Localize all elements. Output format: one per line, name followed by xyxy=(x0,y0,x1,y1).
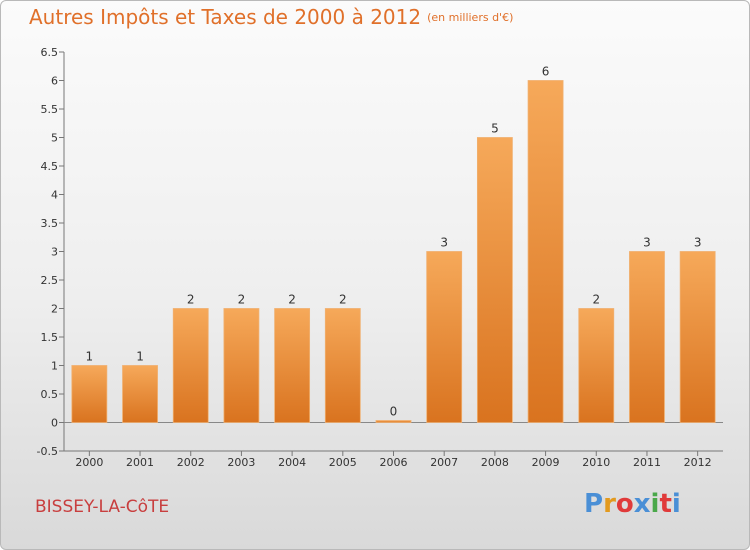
commune-name: BISSEY-LA-CôTE xyxy=(35,497,170,517)
y-tick-label: 1.5 xyxy=(41,331,59,344)
data-label: 5 xyxy=(491,122,499,136)
y-tick-label: 5.5 xyxy=(41,103,59,116)
y-tick-label: 3 xyxy=(51,246,58,259)
logo-letter: x xyxy=(633,489,651,519)
bar xyxy=(578,308,615,423)
y-tick-label: 6.5 xyxy=(41,46,59,59)
y-tick-label: 0 xyxy=(51,417,58,430)
data-label: 2 xyxy=(288,293,296,307)
bar xyxy=(122,365,158,423)
logo-letter: P xyxy=(584,489,604,519)
logo-letter: r xyxy=(603,489,616,519)
x-tick-label: 2005 xyxy=(329,456,357,469)
bar xyxy=(223,308,260,423)
chart-title: Autres Impôts et Taxes de 2000 à 2012 (en… xyxy=(29,5,514,29)
x-tick-label: 2004 xyxy=(278,456,306,469)
bar xyxy=(476,137,513,423)
x-tick-label: 2008 xyxy=(481,456,509,469)
data-label: 2 xyxy=(592,293,600,307)
data-label: 2 xyxy=(238,293,246,307)
logo-letter: i xyxy=(650,489,660,519)
data-label: 2 xyxy=(187,293,195,307)
bar xyxy=(71,365,108,423)
bar xyxy=(426,251,463,423)
x-tick-label: 2007 xyxy=(430,456,458,469)
bar xyxy=(679,251,716,423)
data-label: 3 xyxy=(694,236,702,250)
bar xyxy=(172,308,209,423)
data-label: 2 xyxy=(339,293,347,307)
x-tick-label: 2009 xyxy=(532,456,560,469)
data-label: 1 xyxy=(136,350,144,364)
bar xyxy=(375,420,412,423)
logo-letter: o xyxy=(615,489,634,519)
y-tick-label: 1 xyxy=(51,360,58,373)
x-tick-label: 2000 xyxy=(75,456,103,469)
bar xyxy=(274,308,311,423)
y-tick-label: 2.5 xyxy=(41,274,59,287)
data-label: 3 xyxy=(440,236,448,250)
x-tick-label: 2002 xyxy=(177,456,205,469)
y-tick-label: 6 xyxy=(51,75,58,88)
x-tick-label: 2003 xyxy=(227,456,255,469)
y-tick-label: -0.5 xyxy=(37,445,58,458)
y-tick-label: 0.5 xyxy=(41,388,59,401)
y-tick-label: 4.5 xyxy=(41,160,59,173)
x-tick-label: 2010 xyxy=(582,456,610,469)
proxiti-logo: Proxiti xyxy=(584,489,681,519)
x-tick-label: 2006 xyxy=(380,456,408,469)
y-tick-label: 3.5 xyxy=(41,217,59,230)
y-tick-label: 2 xyxy=(51,303,58,316)
data-label: 3 xyxy=(643,236,651,250)
y-tick-label: 4 xyxy=(51,189,58,202)
data-label: 1 xyxy=(86,350,94,364)
unit-note: (en milliers d'€) xyxy=(427,11,514,24)
x-tick-label: 2001 xyxy=(126,456,154,469)
logo-letter: t xyxy=(659,489,672,519)
bar xyxy=(324,308,361,423)
logo-letter: i xyxy=(671,489,681,519)
x-tick-label: 2011 xyxy=(633,456,661,469)
bar xyxy=(527,80,564,423)
data-label: 6 xyxy=(542,65,550,79)
bar xyxy=(629,251,665,423)
data-label: 0 xyxy=(390,405,398,419)
y-tick-label: 5 xyxy=(51,132,58,145)
x-tick-label: 2012 xyxy=(684,456,712,469)
